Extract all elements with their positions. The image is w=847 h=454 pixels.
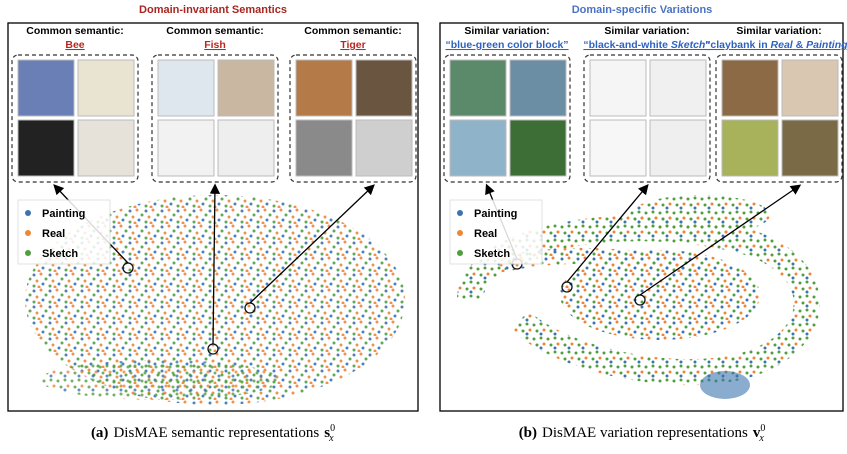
caption-text: DisMAE variation representations — [542, 425, 748, 441]
legend-label: Sketch — [474, 248, 510, 260]
legend-marker — [457, 250, 463, 256]
legend-label: Sketch — [42, 248, 78, 260]
image — [356, 60, 412, 116]
image — [296, 120, 352, 176]
caption-sub: x — [758, 433, 764, 444]
image — [78, 120, 134, 176]
image — [590, 60, 646, 116]
label-part: “blue-green color block” — [445, 39, 568, 51]
legend-label: Painting — [474, 208, 517, 220]
image — [158, 120, 214, 176]
image — [650, 60, 706, 116]
group-label: Bee — [65, 39, 84, 51]
caption-label: (a) — [91, 425, 109, 441]
image — [722, 120, 778, 176]
group-label: “black-and-white Sketch” — [583, 39, 710, 51]
panel-title: Domain-specific Variations — [572, 4, 713, 16]
group-heading: Similar variation: — [604, 25, 689, 37]
image — [782, 60, 838, 116]
legend-marker — [25, 250, 31, 256]
label-part: & — [793, 39, 806, 51]
group-label: “claybank in Real & Painting” — [705, 39, 847, 51]
legend-label: Painting — [42, 208, 85, 220]
image — [450, 60, 506, 116]
image — [782, 120, 838, 176]
legend-marker — [25, 230, 31, 236]
image — [722, 60, 778, 116]
image — [158, 60, 214, 116]
image — [510, 120, 566, 176]
image — [18, 60, 74, 116]
legend-marker — [457, 230, 463, 236]
group-heading: Similar variation: — [464, 25, 549, 37]
image — [18, 120, 74, 176]
label-part: Real — [771, 39, 794, 51]
legend-marker — [25, 210, 31, 216]
group-label: “blue-green color block” — [445, 39, 568, 51]
group-heading: Common semantic: — [26, 25, 123, 37]
figure: Domain-invariant Semantics Common semant… — [0, 0, 847, 449]
group-label: Fish — [204, 39, 226, 51]
image — [218, 120, 274, 176]
group-heading: Similar variation: — [736, 25, 821, 37]
image — [218, 60, 274, 116]
label-part: Painting — [806, 39, 847, 51]
image — [296, 60, 352, 116]
caption-sub: x — [328, 433, 334, 444]
image — [356, 120, 412, 176]
label-part: Sketch — [671, 39, 705, 51]
caption-text: DisMAE semantic representations — [113, 425, 319, 441]
image — [510, 60, 566, 116]
label-part: “claybank in — [705, 39, 770, 51]
label-part: “black-and-white — [583, 39, 671, 51]
image — [78, 60, 134, 116]
image — [590, 120, 646, 176]
legend-label: Real — [474, 228, 497, 240]
panel-title: Domain-invariant Semantics — [139, 4, 287, 16]
group-heading: Common semantic: — [166, 25, 263, 37]
caption-label: (b) — [519, 425, 537, 441]
legend-label: Real — [42, 228, 65, 240]
group-label: Tiger — [340, 39, 365, 51]
legend-marker — [457, 210, 463, 216]
image — [650, 120, 706, 176]
image — [450, 120, 506, 176]
group-heading: Common semantic: — [304, 25, 401, 37]
